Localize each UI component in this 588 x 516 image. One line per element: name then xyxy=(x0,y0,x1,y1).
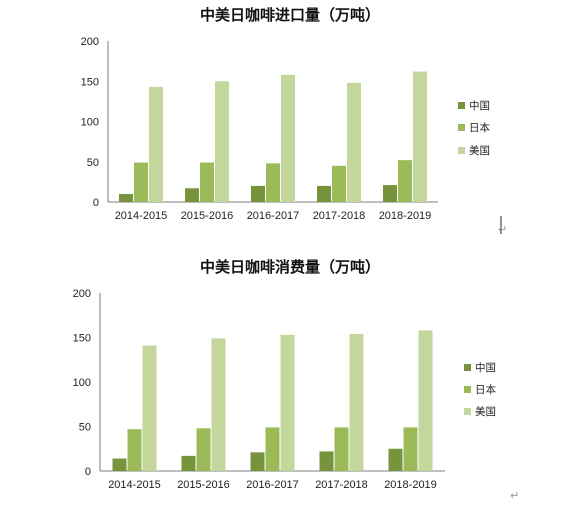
paragraph-mark-1: ↵ xyxy=(498,223,507,236)
x-tick-label: 2016-2017 xyxy=(246,479,299,491)
bar-中国-2014-2015 xyxy=(112,458,127,471)
legend-label: 美国 xyxy=(475,405,496,418)
bar-中国-2017-2018 xyxy=(319,451,334,471)
y-tick-label: 200 xyxy=(81,36,99,48)
bar-美国-2017-2018 xyxy=(347,82,361,202)
x-tick-label: 2014-2015 xyxy=(108,479,161,491)
bar-美国-2018-2019 xyxy=(413,71,427,202)
bar-日本-2017-2018 xyxy=(334,427,349,471)
legend-label: 中国 xyxy=(469,99,490,112)
y-tick-label: 150 xyxy=(81,76,99,88)
bar-日本-2014-2015 xyxy=(134,162,148,202)
legend-swatch xyxy=(458,124,465,131)
bar-日本-2018-2019 xyxy=(398,160,412,202)
y-tick-label: 100 xyxy=(81,117,99,129)
x-tick-label: 2018-2019 xyxy=(379,210,432,222)
x-tick-label: 2016-2017 xyxy=(247,210,300,222)
import-chart: 中美日咖啡进口量（万吨） 0 50 100 150 200 2014-2015 2015-20… xyxy=(81,6,491,222)
bar-美国-2018-2019 xyxy=(418,330,433,471)
bar-美国-2014-2015 xyxy=(142,345,157,471)
y-tick-label: 150 xyxy=(73,333,91,345)
bar-中国-2015-2016 xyxy=(181,455,196,471)
x-tick-label: 2014-2015 xyxy=(115,210,168,222)
bar-美国-2016-2017 xyxy=(280,334,295,471)
bar-中国-2015-2016 xyxy=(185,188,199,202)
chart-title: 中美日咖啡消费量（万吨） xyxy=(200,258,380,276)
legend-swatch xyxy=(464,386,471,393)
y-tick-label: 50 xyxy=(87,157,99,169)
legend-label: 美国 xyxy=(469,144,490,157)
x-tick-label: 2017-2018 xyxy=(315,479,368,491)
paragraph-mark-2: ↵ xyxy=(510,489,519,502)
bar-中国-2014-2015 xyxy=(119,193,133,202)
bar-中国-2017-2018 xyxy=(317,185,331,202)
legend-label: 日本 xyxy=(475,383,496,396)
bar-中国-2016-2017 xyxy=(250,452,265,471)
bar-中国-2018-2019 xyxy=(388,448,403,471)
y-tick-label: 200 xyxy=(73,288,91,300)
bar-日本-2014-2015 xyxy=(127,429,142,471)
bar-日本-2017-2018 xyxy=(332,165,346,202)
legend-swatch xyxy=(458,147,465,154)
bar-美国-2017-2018 xyxy=(349,333,364,471)
legend-swatch xyxy=(458,102,465,109)
legend-swatch xyxy=(464,364,471,371)
legend-swatch xyxy=(464,408,471,415)
bar-日本-2016-2017 xyxy=(266,163,280,202)
y-tick-label: 100 xyxy=(73,377,91,389)
bar-美国-2015-2016 xyxy=(215,81,229,202)
y-tick-label: 50 xyxy=(79,422,91,434)
bar-中国-2016-2017 xyxy=(251,185,265,202)
chart-title: 中美日咖啡进口量（万吨） xyxy=(200,6,380,24)
legend-label: 中国 xyxy=(475,361,496,374)
bar-中国-2018-2019 xyxy=(383,185,397,202)
bar-日本-2018-2019 xyxy=(403,427,418,471)
x-tick-label: 2015-2016 xyxy=(181,210,234,222)
y-tick-label: 0 xyxy=(85,466,91,478)
bar-美国-2015-2016 xyxy=(211,338,226,471)
bar-日本-2016-2017 xyxy=(265,427,280,471)
y-tick-label: 0 xyxy=(93,197,99,209)
bar-美国-2016-2017 xyxy=(281,74,295,202)
x-tick-label: 2018-2019 xyxy=(384,479,437,491)
bar-日本-2015-2016 xyxy=(200,162,214,202)
consumption-chart: 中美日咖啡消费量（万吨） 0 50 100 150 200 2014-2015 2015-20… xyxy=(73,258,497,491)
bar-美国-2014-2015 xyxy=(149,86,163,202)
legend-label: 日本 xyxy=(469,121,490,134)
x-tick-label: 2015-2016 xyxy=(177,479,230,491)
bar-日本-2015-2016 xyxy=(196,428,211,471)
x-tick-label: 2017-2018 xyxy=(313,210,366,222)
